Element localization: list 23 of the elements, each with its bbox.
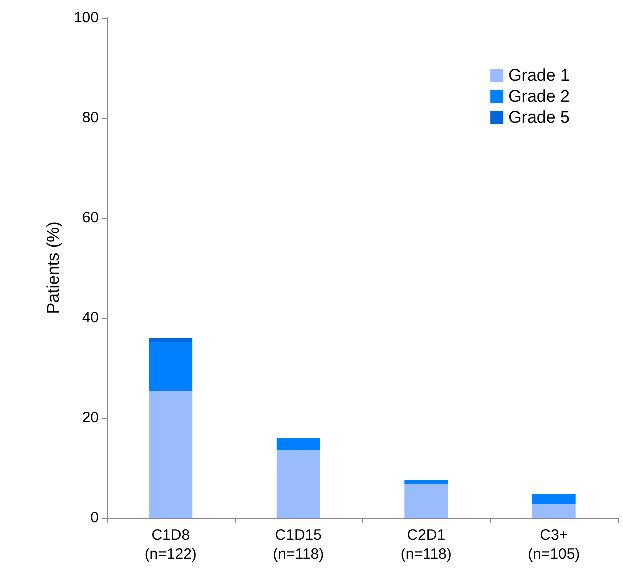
y-tick-label: 60 [82,210,99,226]
x-tick-label: C3+ (n=105) [528,527,580,563]
legend-label: Grade 5 [508,108,570,127]
legend-label: Grade 1 [508,66,570,85]
bar [149,342,193,392]
y-tick-label: 20 [82,410,99,426]
bar [404,480,448,484]
y-tick-label: 40 [82,310,99,326]
bar [149,338,193,342]
bar [404,484,448,518]
bar [532,504,576,518]
y-axis-title: Patients (%) [44,222,63,314]
y-tick-label: 80 [82,110,99,126]
x-tick-label: C2D1 (n=118) [400,527,452,563]
bar [149,392,193,518]
bar [276,438,320,450]
y-tick-label: 0 [90,510,99,526]
y-tick-label: 100 [74,10,99,26]
bar [276,450,320,518]
x-tick-label: C1D8 (n=122) [144,527,197,563]
x-tick-label: C1D15 (n=118) [273,527,324,563]
legend-label: Grade 2 [508,87,570,106]
bar [532,494,576,504]
